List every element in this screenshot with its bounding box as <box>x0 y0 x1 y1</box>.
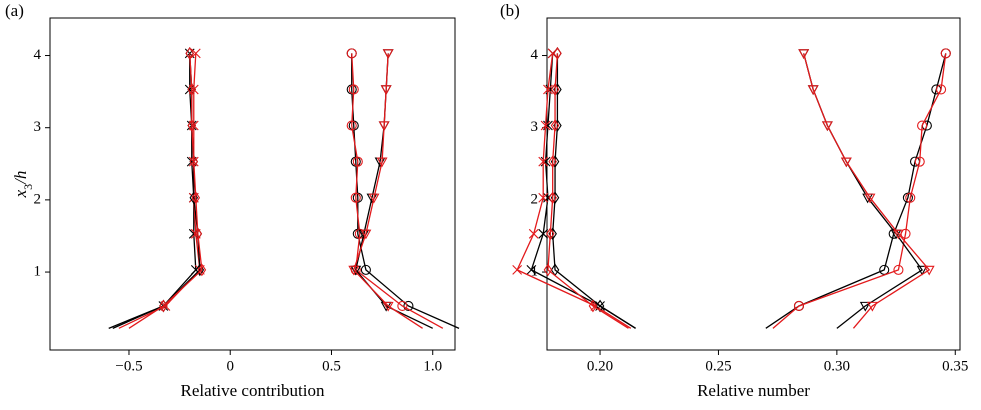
diamond-marker <box>193 227 203 241</box>
series-line <box>351 53 444 329</box>
triangle_down-marker <box>807 85 819 96</box>
triangle_down-marker <box>821 121 833 132</box>
diamond-marker <box>595 299 605 313</box>
diamond-marker <box>550 83 560 96</box>
x-marker <box>543 84 553 95</box>
series-line <box>772 53 947 329</box>
circle-marker <box>936 84 947 95</box>
diamond-marker <box>191 191 201 205</box>
diamond-marker <box>189 155 199 169</box>
diamond-marker <box>588 299 598 313</box>
circle-marker <box>940 48 951 59</box>
y-axis-label-part: 3 <box>21 184 35 190</box>
y-axis-label-part: /h <box>11 171 30 185</box>
triangle_down-marker <box>864 193 876 204</box>
x-tick-label: 0.30 <box>824 358 850 374</box>
diamond-marker <box>548 191 557 205</box>
x-marker <box>528 228 539 239</box>
x-tick-label: −0.5 <box>115 358 142 374</box>
diamond-marker <box>548 155 557 169</box>
x-tick-label: 0.5 <box>322 358 341 374</box>
x-marker <box>190 48 201 59</box>
y-axis-label: x3/h <box>11 171 35 199</box>
triangle_down-marker <box>380 85 392 96</box>
triangle_down-marker <box>360 229 372 240</box>
y-tick-label: 3 <box>34 119 42 135</box>
circle-marker <box>350 192 361 203</box>
x-tick-label: 0.25 <box>705 358 731 374</box>
diamond-marker <box>185 46 194 60</box>
circle-marker <box>348 84 359 95</box>
x-tick-label: 1.0 <box>423 358 442 374</box>
circle-marker <box>905 192 916 203</box>
triangle_down-marker <box>859 301 871 312</box>
diamond-marker <box>187 119 197 132</box>
triangle_down-marker <box>840 157 852 168</box>
diamond-marker <box>543 263 553 277</box>
circle-marker <box>346 120 357 131</box>
series-line <box>355 53 434 329</box>
x-axis-label: Relative contribution <box>181 381 325 400</box>
circle-marker <box>893 264 904 275</box>
series-line <box>353 53 423 329</box>
triangle_down-marker <box>348 265 360 276</box>
triangle_down-marker <box>916 265 928 276</box>
triangle_down-marker <box>923 265 935 276</box>
x-tick-label: 0 <box>226 358 234 374</box>
y-tick-label: 1 <box>34 263 42 279</box>
circle-marker <box>403 300 414 312</box>
y-tick-label: 4 <box>34 47 42 63</box>
circle-marker <box>352 156 363 167</box>
series-line <box>803 53 931 329</box>
y-tick-label: 2 <box>34 191 42 207</box>
series-line <box>128 53 203 329</box>
x-tick-label: 0.35 <box>942 358 968 374</box>
circle-marker <box>914 156 925 167</box>
series-line <box>351 53 460 329</box>
y-axis-label-part: x <box>11 189 30 198</box>
diamond-marker <box>546 227 555 241</box>
plot-frame <box>546 17 961 351</box>
triangle_down-marker <box>892 229 904 240</box>
diamond-marker <box>550 119 560 132</box>
triangle_down-marker <box>382 301 394 312</box>
panel-label: (b) <box>500 1 520 20</box>
x-marker <box>538 228 549 239</box>
diamond-marker <box>553 46 562 60</box>
series-line <box>547 53 629 329</box>
series-line <box>112 53 201 329</box>
triangle_down-marker <box>368 193 380 204</box>
circle-marker <box>346 48 357 59</box>
circle-marker <box>793 300 805 312</box>
series-line <box>552 53 636 329</box>
circle-marker <box>360 264 371 275</box>
series-line <box>803 53 924 329</box>
diamond-marker <box>187 83 197 96</box>
x-marker <box>538 156 549 167</box>
x-marker <box>538 192 549 203</box>
y-tick-label: 2 <box>531 191 539 207</box>
x-marker <box>526 264 537 275</box>
triangle_down-marker <box>378 121 390 132</box>
triangle_down-marker <box>382 49 394 59</box>
y-tick-label: 3 <box>531 119 539 135</box>
x-tick-label: 0.20 <box>587 358 613 374</box>
series-line <box>765 53 947 329</box>
triangle_down-marker <box>798 49 810 59</box>
x-axis-label: Relative number <box>697 381 810 400</box>
circle-marker <box>902 192 913 203</box>
triangle_down-marker <box>866 301 878 312</box>
plot-frame <box>49 17 456 351</box>
x-marker <box>512 264 523 275</box>
diamond-marker <box>197 263 207 277</box>
y-tick-label: 4 <box>531 47 539 63</box>
circle-marker <box>397 300 408 312</box>
diamond-marker <box>159 299 168 313</box>
circle-marker <box>917 120 928 131</box>
triangle_down-marker <box>376 157 388 168</box>
panel-label: (a) <box>5 1 24 20</box>
x-marker <box>540 120 551 131</box>
series-line <box>118 53 201 329</box>
